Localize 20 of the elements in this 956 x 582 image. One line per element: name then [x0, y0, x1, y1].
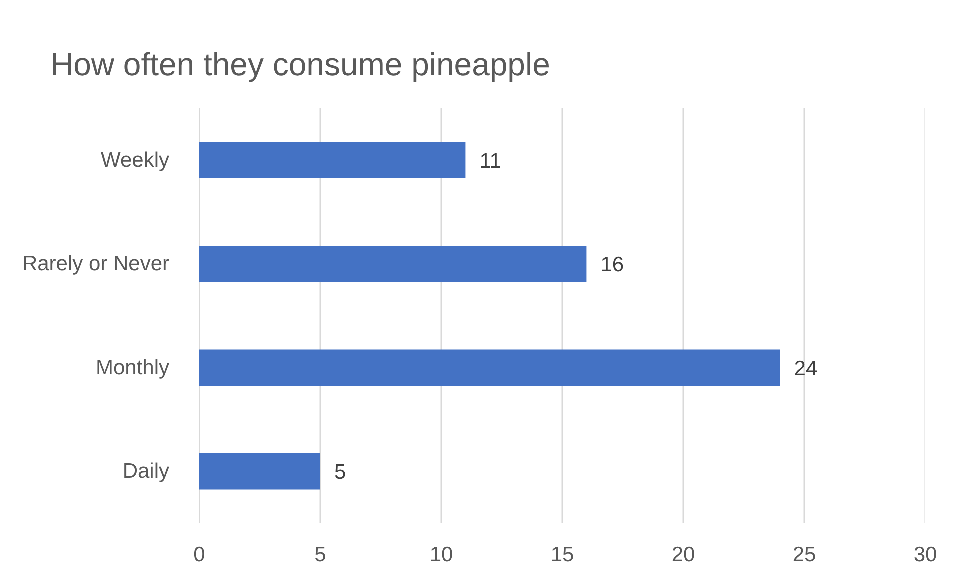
- x-tick-label: 20: [672, 544, 696, 566]
- y-tick-label: Rarely or Never: [22, 252, 170, 276]
- data-label: 24: [794, 357, 818, 380]
- y-tick-label: Weekly: [101, 148, 170, 172]
- bar: [200, 246, 587, 282]
- chart-title: How often they consume pineapple: [50, 46, 550, 82]
- x-tick-label: 15: [550, 544, 574, 566]
- y-tick-label: Monthly: [96, 356, 170, 380]
- x-tick-label: 5: [314, 544, 326, 566]
- bar: [200, 453, 320, 490]
- y-tick-label: Daily: [122, 460, 170, 484]
- data-label: 11: [480, 150, 502, 173]
- x-tick-label: 10: [430, 544, 454, 566]
- x-tick-label: 0: [194, 544, 206, 566]
- data-label: 5: [334, 461, 346, 484]
- bar: [200, 350, 780, 386]
- bar: [200, 142, 466, 179]
- x-tick-label: 25: [792, 544, 816, 566]
- x-tick-label: 30: [914, 544, 938, 566]
- data-label: 16: [600, 254, 624, 277]
